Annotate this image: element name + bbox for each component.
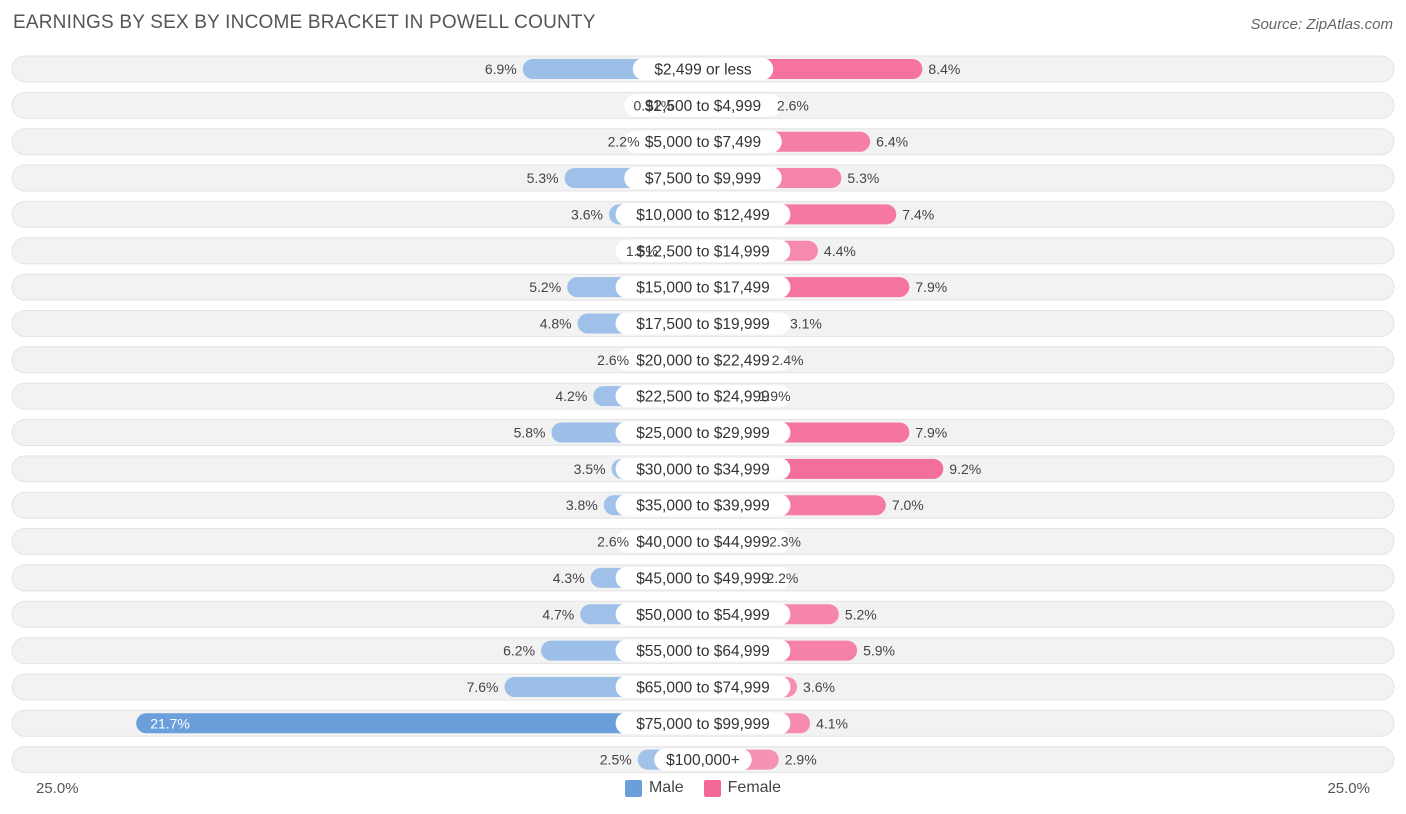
category-label-pill [615, 494, 791, 517]
female-value-label: 2.2% [766, 570, 798, 586]
category-label-pill [615, 312, 791, 335]
female-value-label: 7.9% [915, 425, 947, 441]
female-value-label: 7.4% [902, 206, 934, 222]
category-label-pill [615, 348, 791, 371]
category-label-pill [624, 94, 782, 117]
legend-item-male[interactable]: Male [624, 779, 684, 797]
female-value-label: 2.9% [785, 752, 817, 768]
category-label: $25,000 to $29,999 [636, 425, 770, 442]
female-value-label: 2.6% [777, 97, 809, 113]
male-value-label: 4.2% [555, 388, 587, 404]
category-label-pill [624, 167, 782, 190]
category-label-pill [654, 748, 752, 771]
category-label-pill [615, 239, 791, 262]
female-value-label: 9.2% [949, 461, 981, 477]
category-label: $2,499 or less [654, 62, 752, 79]
female-value-label: 3.6% [803, 679, 835, 695]
female-value-label: 8.4% [928, 61, 960, 77]
male-bar [136, 713, 704, 734]
female-value-label: 2.4% [772, 352, 804, 368]
male-value-label: 1.5% [626, 243, 658, 259]
category-label-pill [632, 58, 774, 80]
category-label-pill [615, 276, 791, 299]
male-value-label: 21.7% [150, 715, 190, 731]
category-label: $15,000 to $17,499 [636, 280, 770, 297]
axis-right-label: 25.0% [1327, 780, 1370, 797]
category-label-pill [624, 130, 782, 153]
category-label-pill [615, 603, 791, 626]
male-value-label: 2.5% [600, 752, 632, 768]
male-value-label: 5.8% [514, 425, 546, 441]
category-label: $2,500 to $4,999 [645, 98, 761, 115]
category-label-pill [615, 639, 791, 662]
category-label: $65,000 to $74,999 [636, 679, 770, 696]
male-value-label: 5.2% [529, 279, 561, 295]
chart-title: EARNINGS BY SEX BY INCOME BRACKET IN POW… [13, 12, 596, 33]
category-label: $30,000 to $34,999 [636, 461, 770, 478]
category-label: $50,000 to $54,999 [636, 607, 770, 624]
male-value-label: 7.6% [467, 679, 499, 695]
male-value-label: 4.3% [553, 570, 585, 586]
category-label: $55,000 to $64,999 [636, 643, 770, 660]
category-label-pill [615, 203, 791, 226]
male-value-label: 4.7% [542, 606, 574, 622]
male-value-label: 3.5% [574, 461, 606, 477]
female-swatch [703, 779, 721, 797]
male-swatch [624, 779, 642, 797]
category-label: $5,000 to $7,499 [645, 134, 761, 151]
category-label-pill [615, 675, 791, 698]
male-value-label: 3.6% [571, 206, 603, 222]
category-label: $45,000 to $49,999 [636, 570, 770, 587]
category-label-pill [615, 421, 791, 444]
male-value-label: 0.91% [634, 97, 674, 113]
male-value-label: 5.3% [527, 170, 559, 186]
category-label-pill [615, 385, 791, 408]
category-label: $10,000 to $12,499 [636, 207, 770, 224]
category-label: $12,500 to $14,999 [636, 243, 770, 260]
female-value-label: 5.9% [863, 643, 895, 659]
category-label: $22,500 to $24,999 [636, 389, 770, 406]
female-value-label: 4.1% [816, 715, 848, 731]
category-label-pill [615, 530, 791, 553]
axis-left-label: 25.0% [36, 780, 79, 797]
female-value-label: 6.4% [876, 134, 908, 150]
category-label: $100,000+ [666, 752, 740, 769]
female-value-label: 4.4% [824, 243, 856, 259]
male-value-label: 2.2% [608, 134, 640, 150]
female-value-label: 5.2% [845, 606, 877, 622]
legend-label-female: Female [727, 779, 782, 796]
female-value-label: 5.3% [847, 170, 879, 186]
female-value-label: 1.9% [759, 388, 791, 404]
male-value-label: 2.6% [597, 352, 629, 368]
legend: Male Female [0, 779, 1406, 797]
female-value-label: 3.1% [790, 315, 822, 331]
legend-label-male: Male [648, 779, 684, 796]
source-label: Source: ZipAtlas.com [1250, 16, 1393, 33]
category-label: $35,000 to $39,999 [636, 498, 770, 515]
category-label: $40,000 to $44,999 [636, 534, 770, 551]
male-value-label: 2.6% [597, 534, 629, 550]
category-label-pill [615, 457, 791, 480]
legend-item-female[interactable]: Female [703, 779, 782, 797]
male-value-label: 6.2% [503, 643, 535, 659]
category-label: $20,000 to $22,499 [636, 352, 770, 369]
category-label-pill [615, 566, 791, 589]
category-label-pill [615, 712, 791, 735]
female-value-label: 2.3% [769, 534, 801, 550]
female-value-label: 7.9% [915, 279, 947, 295]
category-label: $7,500 to $9,999 [645, 171, 761, 188]
category-label: $75,000 to $99,999 [636, 716, 770, 733]
female-value-label: 7.0% [892, 497, 924, 513]
male-value-label: 3.8% [566, 497, 598, 513]
category-label: $17,500 to $19,999 [636, 316, 770, 333]
male-value-label: 4.8% [540, 315, 572, 331]
male-value-label: 6.9% [485, 61, 517, 77]
